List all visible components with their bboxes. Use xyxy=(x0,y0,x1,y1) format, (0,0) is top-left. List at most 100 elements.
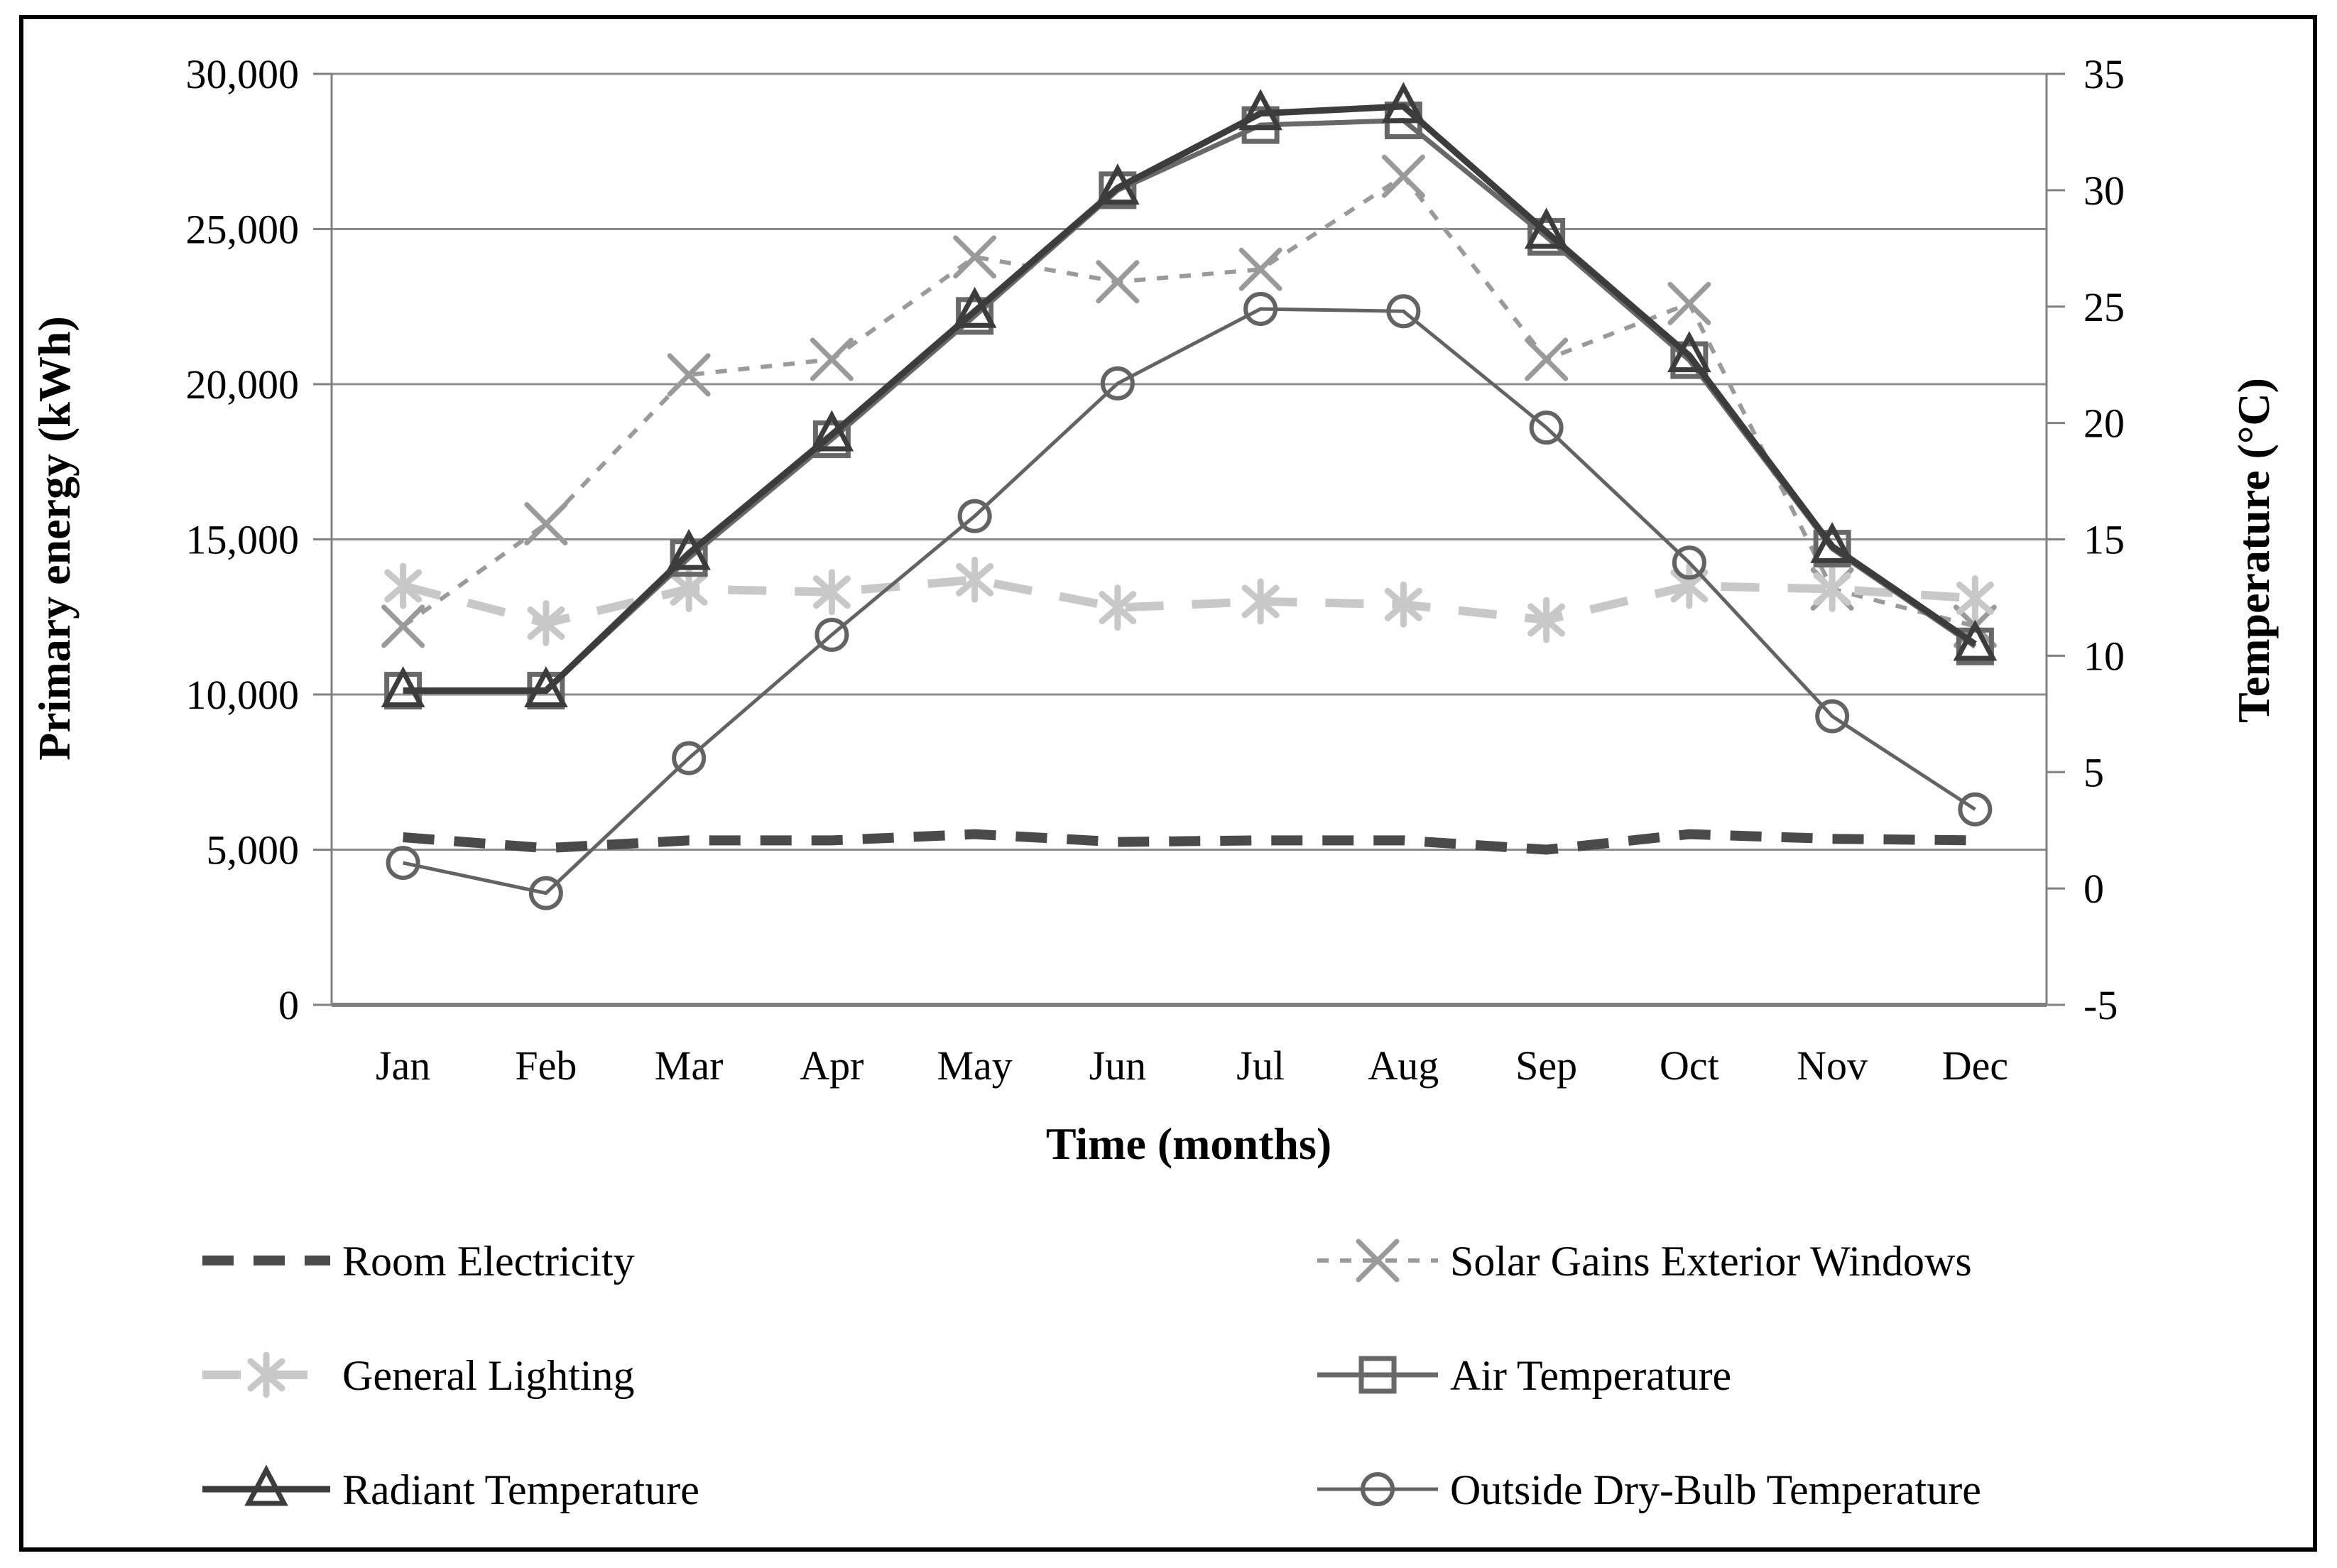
y-right-tick-label: -5 xyxy=(2083,982,2118,1028)
marker-x xyxy=(1356,1238,1400,1283)
marker-asterisk xyxy=(527,599,565,646)
y-axis-title-right: Temperature (°C) xyxy=(2228,378,2279,723)
y-left-tick-label: 20,000 xyxy=(186,361,300,408)
marker-triangle xyxy=(1953,619,1998,661)
marker-x xyxy=(1381,154,1425,198)
marker-circle xyxy=(1243,292,1278,327)
marker-asterisk xyxy=(1813,565,1851,612)
legend-label: Outside Dry-Bulb Temperature xyxy=(1450,1466,1981,1513)
y-right-tick-label: 25 xyxy=(2083,284,2125,330)
legend-label: Radiant Temperature xyxy=(342,1466,699,1513)
legend-item-solar-gains-exterior-windows: Solar Gains Exterior Windows xyxy=(1317,1238,1972,1285)
marker-triangle xyxy=(1524,207,1569,249)
marker-circle xyxy=(957,499,992,533)
legend-item-general-lighting: General Lighting xyxy=(202,1351,635,1399)
marker-x xyxy=(1096,260,1140,304)
marker-asterisk xyxy=(1670,562,1709,609)
y-right-tick-label: 30 xyxy=(2083,168,2125,214)
x-tick-label: Mar xyxy=(655,1042,724,1089)
marker-asterisk xyxy=(1099,584,1137,631)
y-left-tick-label: 25,000 xyxy=(186,207,300,253)
marker-asterisk xyxy=(1241,578,1280,625)
x-tick-label: Aug xyxy=(1368,1042,1439,1089)
x-tick-label: Nov xyxy=(1797,1042,1868,1089)
marker-triangle xyxy=(810,410,854,452)
y-right-tick-label: 20 xyxy=(2083,401,2125,447)
x-tick-label: Jul xyxy=(1236,1042,1285,1089)
legend-label: Air Temperature xyxy=(1450,1352,1731,1399)
y-left-tick-label: 10,000 xyxy=(186,672,300,718)
marker-circle xyxy=(386,846,420,881)
legend-item-air-temperature: Air Temperature xyxy=(1317,1352,1731,1399)
marker-asterisk xyxy=(247,1351,285,1398)
marker-circle xyxy=(815,617,849,652)
series-radiant-temperature xyxy=(381,82,1998,708)
marker-circle xyxy=(1672,545,1706,580)
y-right-tick-label: 10 xyxy=(2083,633,2125,679)
series-line xyxy=(403,829,1976,855)
marker-triangle xyxy=(1810,521,1854,563)
marker-square xyxy=(1670,341,1709,379)
marker-x xyxy=(524,502,568,546)
marker-square xyxy=(1358,1356,1397,1394)
x-tick-label: May xyxy=(937,1042,1012,1089)
marker-x xyxy=(953,235,997,279)
marker-circle xyxy=(528,876,563,910)
marker-square xyxy=(956,297,994,335)
marker-x xyxy=(1238,247,1282,291)
legend-label: Room Electricity xyxy=(342,1238,635,1285)
y-left-tick-label: 0 xyxy=(278,982,299,1028)
marker-square xyxy=(670,539,708,577)
marker-triangle xyxy=(381,666,425,708)
series-line xyxy=(403,103,1977,695)
y-right-tick-label: 15 xyxy=(2083,517,2125,563)
x-tick-label: Oct xyxy=(1660,1042,1719,1089)
x-tick-label: Dec xyxy=(1942,1042,2008,1089)
series-line xyxy=(402,575,1976,628)
figure-border xyxy=(19,15,2317,1552)
gridlines xyxy=(332,72,2047,851)
marker-triangle xyxy=(952,286,997,328)
marker-square xyxy=(812,420,851,459)
marker-triangle xyxy=(244,1464,288,1506)
marker-triangle xyxy=(1096,163,1140,205)
series-line xyxy=(403,307,1976,895)
marker-triangle xyxy=(1238,89,1282,131)
y-axis-title-left: Primary energy (kWh) xyxy=(29,316,80,761)
x-tick-label: Feb xyxy=(515,1042,577,1089)
marker-asterisk xyxy=(1956,575,1994,622)
marker-triangle xyxy=(524,666,568,708)
y-right-tick-label: 5 xyxy=(2083,749,2104,795)
legend-item-radiant-temperature: Radiant Temperature xyxy=(202,1464,699,1513)
y-left-tick-label: 5,000 xyxy=(207,827,300,873)
marker-circle xyxy=(1958,792,1993,827)
legend-item-outside-dry-bulb-temperature: Outside Dry-Bulb Temperature xyxy=(1317,1466,1981,1513)
legend-label: General Lighting xyxy=(342,1352,635,1399)
marker-x xyxy=(1667,281,1711,325)
series-room-electricity xyxy=(403,829,1976,855)
marker-triangle xyxy=(667,528,711,570)
series-outside-dry-bulb-temperature xyxy=(386,292,1993,910)
series-general-lighting xyxy=(384,556,1994,646)
marker-triangle xyxy=(1381,82,1426,124)
marker-asterisk xyxy=(812,569,851,616)
legend-item-room-electricity: Room Electricity xyxy=(202,1238,635,1285)
x-tick-label: Jun xyxy=(1089,1042,1147,1089)
y-left-tick-label: 30,000 xyxy=(186,51,300,97)
marker-asterisk xyxy=(1384,581,1422,628)
marker-circle xyxy=(1361,1472,1395,1506)
marker-circle xyxy=(672,741,707,775)
series-line xyxy=(401,173,1976,628)
legend-label: Solar Gains Exterior Windows xyxy=(1450,1238,1972,1285)
marker-x xyxy=(667,353,711,397)
y-right-tick-label: 35 xyxy=(2083,51,2125,97)
marker-x xyxy=(810,337,854,381)
x-axis-title: Time (months) xyxy=(1046,1118,1331,1169)
legend: Room Electricity General Lighting Radiant … xyxy=(202,1238,1981,1513)
series-lines xyxy=(381,82,1998,910)
marker-triangle xyxy=(1667,331,1711,373)
marker-x xyxy=(381,604,425,648)
y-right-tick-label: 0 xyxy=(2083,866,2104,912)
